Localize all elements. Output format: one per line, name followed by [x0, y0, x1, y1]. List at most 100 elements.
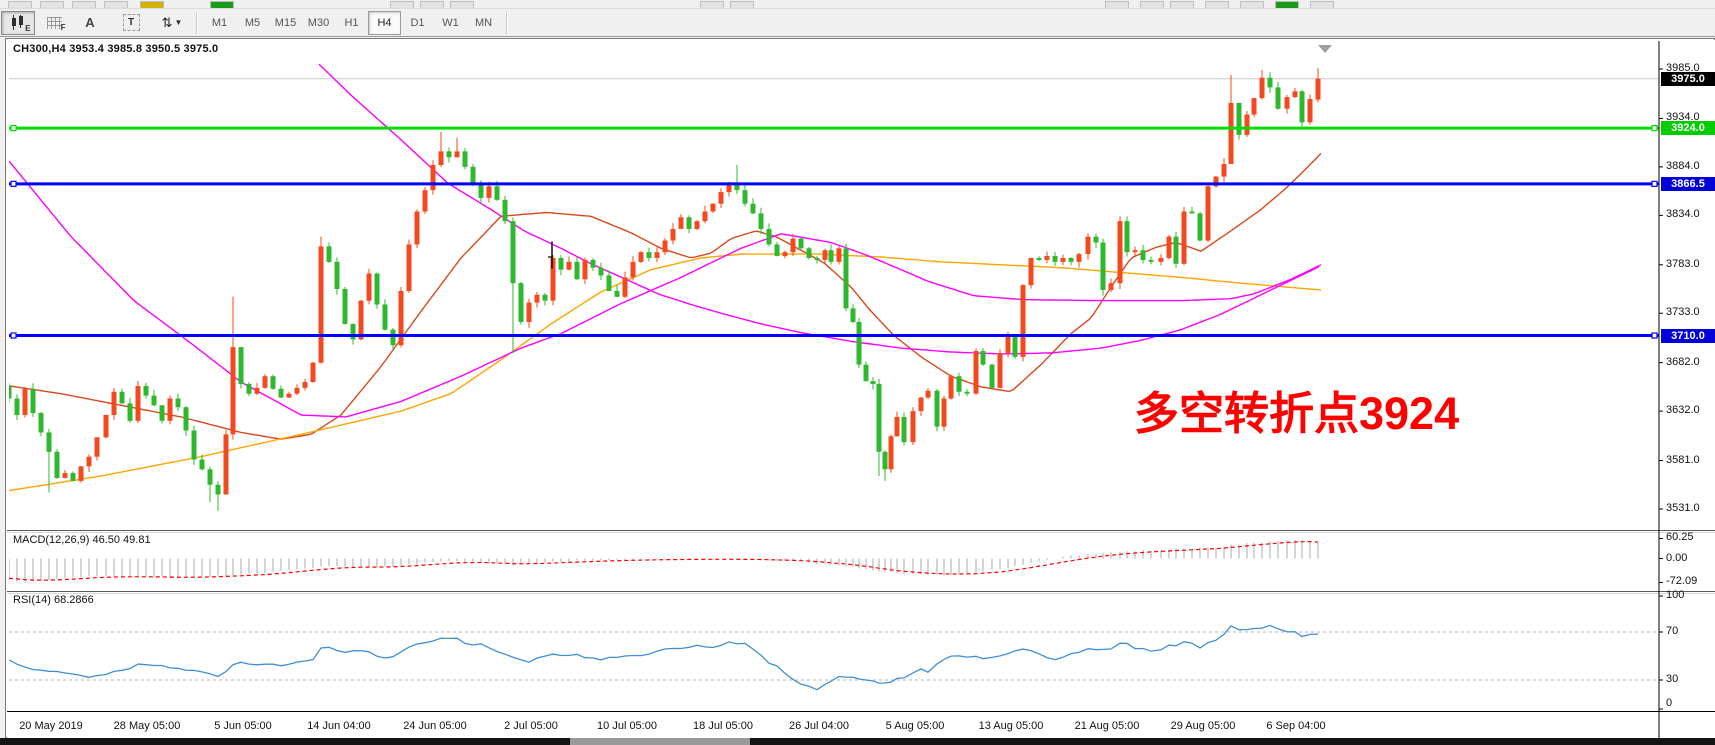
candle-body	[782, 252, 788, 257]
candle-body	[294, 387, 300, 394]
timeframe-button-m15[interactable]: M15	[274, 16, 297, 29]
clipped-toolbar-icon	[700, 1, 724, 8]
rsi-tick-label: 70	[1666, 625, 1679, 637]
date-label: 6 Sep 04:00	[1266, 720, 1326, 732]
chart-type-candlestick-button[interactable]: E	[1, 10, 35, 35]
candle-body	[135, 385, 141, 421]
candle-body	[1299, 91, 1305, 123]
price-tick-label: 3733.0	[1666, 306, 1700, 319]
grid-button[interactable]: F	[37, 11, 71, 35]
background-window-edge	[0, 738, 1715, 745]
candle-body	[238, 347, 244, 384]
clipped-toolbar-icon	[1105, 1, 1129, 8]
candle-body	[973, 351, 979, 394]
candle-body	[774, 244, 780, 257]
candle-body	[964, 391, 970, 394]
candle-body	[1085, 236, 1091, 255]
price-chart-canvas[interactable]	[6, 39, 1715, 739]
hline-handle[interactable]	[10, 180, 17, 187]
candle-body	[1140, 250, 1146, 260]
candle-body	[894, 416, 900, 437]
macd-indicator-label: MACD(12,26,9) 46.50 49.81	[13, 534, 151, 546]
candle-body	[843, 248, 849, 309]
hline-handle[interactable]	[10, 125, 17, 132]
timeframe-button-m1[interactable]: M1	[211, 16, 228, 29]
price-tick-label: 3581.0	[1666, 453, 1700, 466]
timeframe-button-mn[interactable]: MN	[474, 16, 493, 29]
candle-body	[1076, 254, 1082, 262]
candle-body	[167, 398, 173, 421]
candle-body	[302, 382, 308, 388]
macd-tick-label: -72.09	[1666, 575, 1698, 588]
candle-body	[342, 288, 348, 324]
macd-signal-line	[9, 540, 1319, 581]
candle-body	[446, 151, 452, 158]
text-label-button[interactable]: A	[73, 11, 107, 35]
text-box-icon: T	[122, 14, 140, 31]
candle-body	[270, 376, 276, 389]
hline-handle[interactable]	[1651, 125, 1658, 132]
candle-body	[1012, 335, 1018, 357]
hline-handle[interactable]	[10, 332, 17, 339]
candle-body	[1197, 213, 1203, 241]
chart-window: CH300,H4 3953.4 3985.8 3950.5 3975.0 MAC…	[5, 38, 1715, 738]
timeframe-button-w1[interactable]: W1	[442, 16, 459, 29]
rsi-tick-label: 100	[1666, 589, 1685, 601]
candle-body	[526, 302, 532, 322]
candle-body	[870, 381, 876, 384]
candle-body	[1267, 77, 1273, 88]
price-tick-label: 3985.0	[1666, 62, 1700, 74]
rsi-pane[interactable]	[9, 624, 1659, 691]
candle-body	[22, 388, 28, 415]
timeframe-button-h4[interactable]: H4	[368, 10, 401, 35]
clipped-toolbar-icon	[730, 1, 754, 8]
candle-body	[502, 199, 508, 222]
timeframe-button-d1[interactable]: D1	[410, 16, 425, 29]
price-tick-label: 3682.0	[1666, 355, 1700, 368]
clipped-toolbar-icon	[1205, 1, 1229, 8]
candle-body	[230, 347, 236, 435]
candle-body	[334, 261, 340, 289]
cursor-tools-button[interactable]: ⇅ ▼	[155, 11, 189, 35]
hline-handle[interactable]	[1651, 180, 1658, 187]
candle-body	[1275, 87, 1281, 109]
date-label: 20 May 2019	[19, 720, 83, 732]
candle-body	[1044, 256, 1050, 260]
candle-body	[856, 321, 862, 365]
hline-handle[interactable]	[1651, 332, 1658, 339]
candle-body	[111, 391, 117, 415]
main-pane[interactable]	[7, 45, 1660, 511]
candle-body	[702, 211, 708, 222]
candle-body	[1108, 283, 1114, 290]
price-badge-3866.5: 3866.5	[1661, 176, 1715, 191]
candle-body	[30, 388, 36, 414]
candle-body	[254, 387, 260, 394]
candle-body	[1236, 102, 1242, 135]
timeframe-button-h1[interactable]: H1	[344, 16, 359, 29]
chevron-down-icon: ▼	[174, 18, 183, 27]
candle-body	[1005, 335, 1011, 353]
timeframe-button-m5[interactable]: M5	[244, 16, 261, 29]
candle-body	[310, 362, 316, 383]
candle-body	[925, 390, 931, 398]
timeframe-button-m30[interactable]: M30	[307, 16, 330, 29]
candle-body	[70, 473, 76, 481]
clipped-toolbar-icon	[450, 1, 474, 8]
candle-body	[438, 151, 444, 165]
candle-body	[478, 184, 484, 198]
symbol-ohlc-line: CH300,H4 3953.4 3985.8 3950.5 3975.0	[13, 43, 219, 55]
candle-body	[582, 259, 588, 280]
macd-pane[interactable]	[9, 539, 1319, 583]
last-bar-marker-icon	[1318, 45, 1332, 53]
date-label: 2 Jul 05:00	[504, 720, 558, 732]
candle-body	[836, 248, 842, 262]
text-box-button[interactable]: T	[114, 11, 148, 35]
candle-body	[901, 416, 907, 443]
candle-body	[910, 411, 916, 443]
candle-body	[997, 352, 1003, 388]
clipped-toolbar-icon	[1240, 1, 1264, 8]
candle-body	[183, 407, 189, 431]
candle-body	[980, 351, 986, 365]
clipped-upper-toolbar	[0, 0, 1715, 9]
candle-body	[119, 391, 125, 404]
